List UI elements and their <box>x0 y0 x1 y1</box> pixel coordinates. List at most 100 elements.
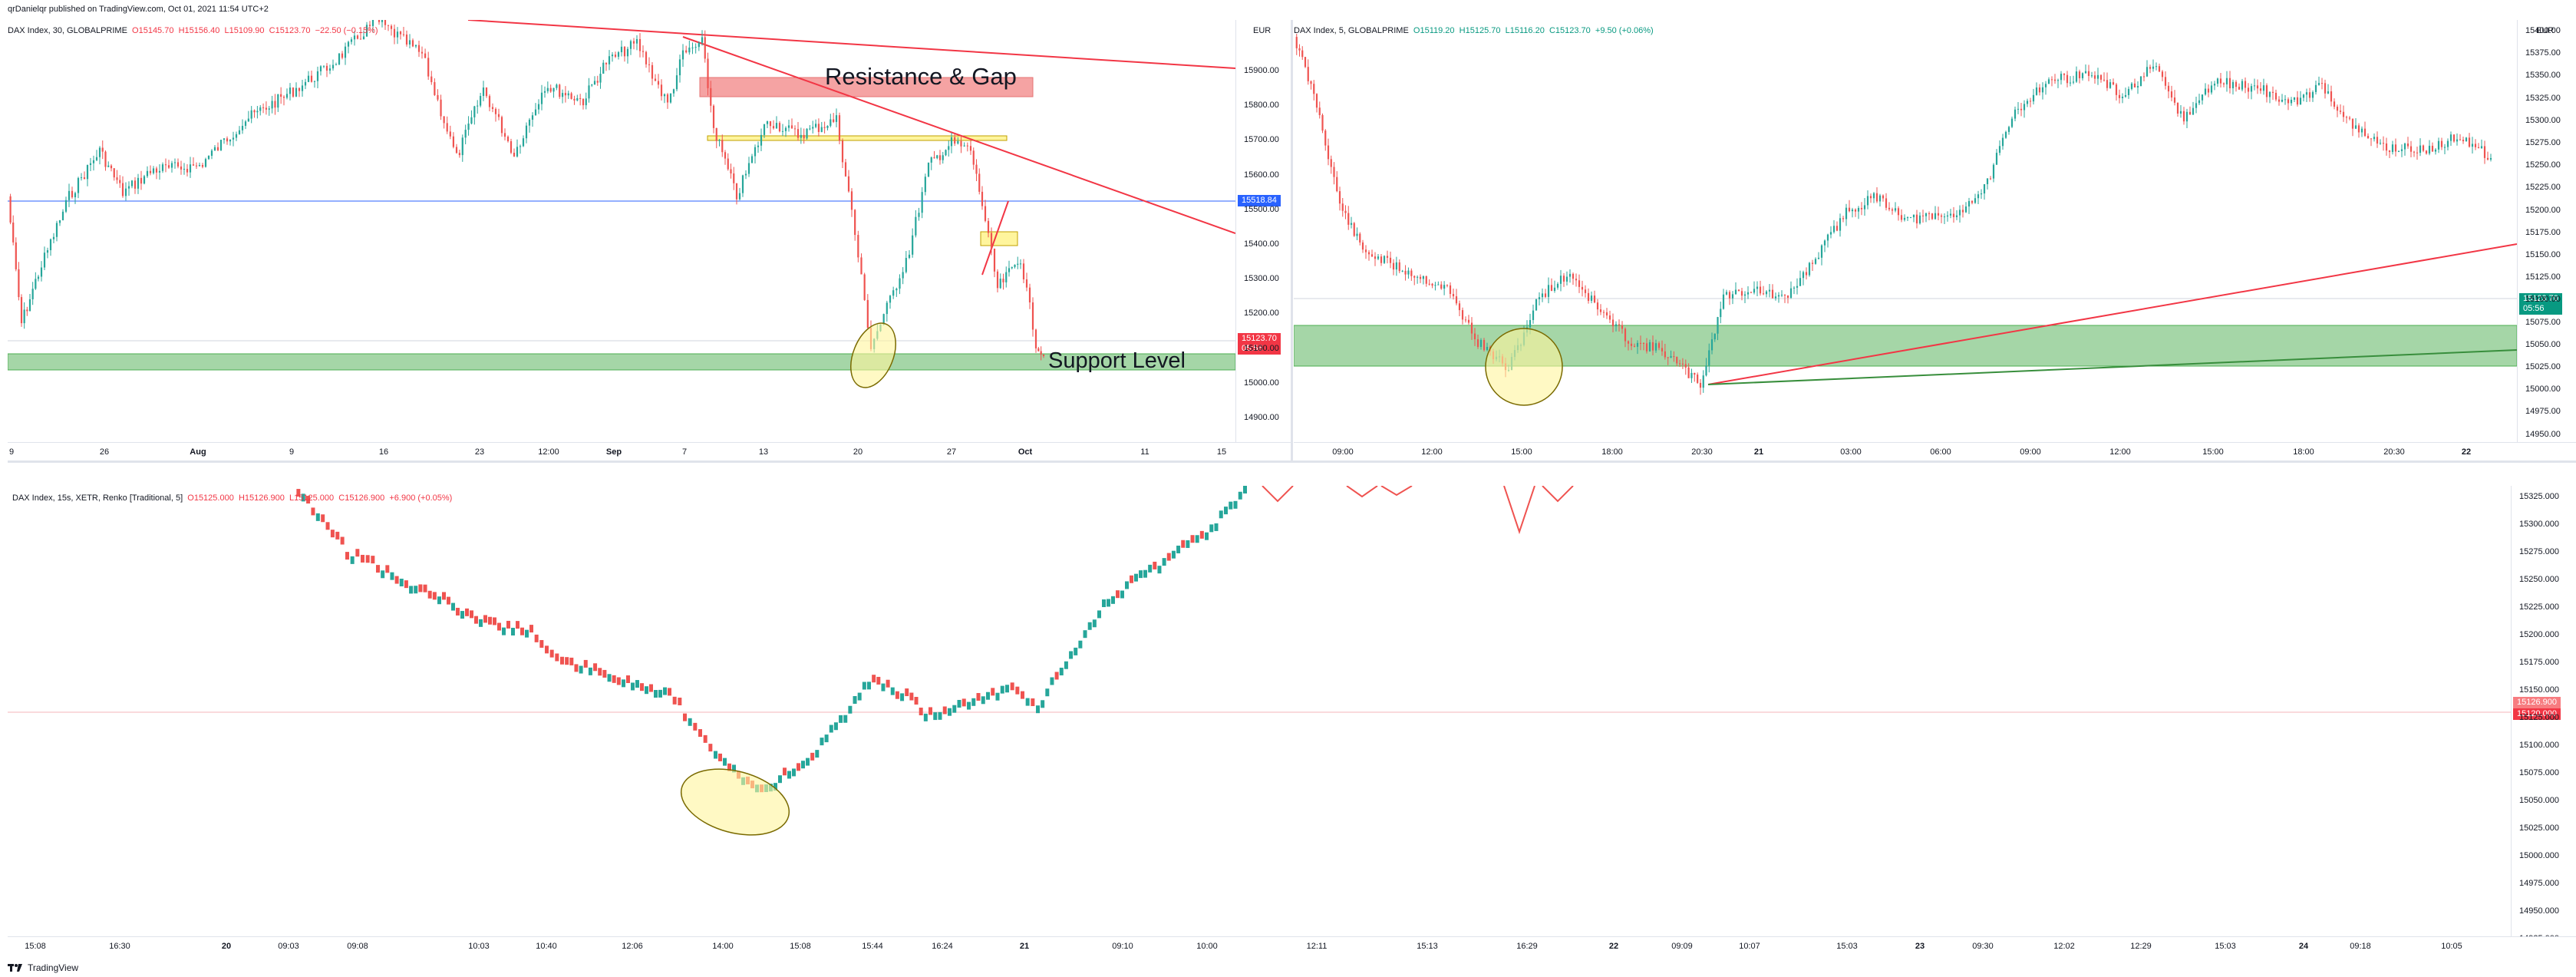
pane3-price-axis[interactable]: 15126.900 15120.000 15325.000 15300.000 15… <box>2511 486 2576 943</box>
pane1-time-axis[interactable]: 9 26 Aug 9 16 23 12:00 Sep 7 13 20 27 Oct 11 15 <box>8 442 1291 461</box>
candle-5m <box>2069 82 2072 84</box>
candle-30m <box>31 289 34 299</box>
candle-5m <box>2244 81 2247 88</box>
candle-5m <box>1611 319 1615 327</box>
candle-30m <box>685 50 688 53</box>
pane1-price-axis[interactable]: EUR 15518.84 15123.70 05:56 15900.00 1580… <box>1235 20 1291 457</box>
tradingview-footer[interactable]: TradingView <box>8 962 78 973</box>
candle-5m <box>1875 193 1878 202</box>
pane2-time-axis[interactable]: 09:00 12:00 15:00 18:00 20:30 21 03:00 06:00 09:… <box>1294 442 2576 461</box>
candle-30m <box>651 64 654 79</box>
chart-canvas-30m[interactable] <box>8 20 1235 442</box>
support-test-highlight <box>850 322 896 388</box>
renko-brick <box>698 729 702 738</box>
candle-30m <box>58 219 61 223</box>
candle-30m <box>534 109 537 116</box>
candle-30m <box>912 235 914 255</box>
candle-5m <box>1799 278 1802 286</box>
candle-5m <box>1535 299 1538 311</box>
time-tick: 15 <box>1216 447 1227 457</box>
candle-5m <box>1967 200 1971 207</box>
resistance-gap-zone <box>699 77 1034 97</box>
candle-30m <box>730 169 732 174</box>
candle-30m <box>201 165 204 167</box>
candle-5m <box>1786 295 1789 298</box>
candle-30m <box>681 50 684 60</box>
candle-5m <box>1359 233 1361 243</box>
price-tick: 15325.000 <box>2519 492 2559 501</box>
candle-30m <box>55 223 58 237</box>
candle-5m <box>1476 339 1479 348</box>
candle-30m <box>295 87 298 97</box>
candle-5m <box>1705 365 1707 376</box>
candle-30m <box>797 129 800 138</box>
time-tick: 12:06 <box>622 942 643 951</box>
candle-5m <box>1789 288 1793 298</box>
candle-30m <box>763 124 766 135</box>
candle-5m <box>1746 292 1750 295</box>
candle-5m <box>1550 285 1553 291</box>
candle-30m <box>642 51 645 52</box>
chart-canvas-renko[interactable] <box>8 486 2511 936</box>
price-tick: 14900.00 <box>1244 413 1279 422</box>
pane-separator-vertical[interactable] <box>1291 20 1293 460</box>
candle-5m <box>1866 196 1869 206</box>
price-tick: 15300.00 <box>1244 274 1279 284</box>
chart-pane-renko[interactable]: DAX Index, 15s, XETR, Renko [Traditional… <box>8 486 2511 936</box>
renko-brick <box>311 507 315 516</box>
candle-5m <box>1983 183 1986 194</box>
support-level-label[interactable]: Support Level <box>1048 348 1186 373</box>
candle-5m <box>1897 208 1900 216</box>
price-tick: 15000.00 <box>2525 385 2561 394</box>
pane2-low: L15116.20 <box>1505 26 1545 35</box>
renko-brick <box>714 751 717 759</box>
candle-5m <box>1731 294 1734 299</box>
candle-30m <box>540 92 543 104</box>
candle-5m <box>2026 101 2029 104</box>
candle-5m <box>2235 81 2238 87</box>
candle-30m <box>80 177 83 179</box>
candle-5m <box>1753 289 1756 293</box>
candle-5m <box>2213 84 2216 86</box>
renko-brick <box>727 763 731 771</box>
chart-pane-30m[interactable]: DAX Index, 30, GLOBALPRIME O15145.70 H15… <box>8 20 1235 442</box>
candle-30m <box>427 58 430 77</box>
candle-30m <box>1040 351 1042 355</box>
pane2-legend: DAX Index, 5, GLOBALPRIME O15119.20 H151… <box>1294 26 1654 35</box>
time-tick: 15:08 <box>790 942 811 951</box>
candle-5m <box>1605 312 1608 316</box>
candle-30m <box>95 157 98 160</box>
candle-5m <box>2250 86 2253 92</box>
renko-brick <box>1229 501 1233 510</box>
candle-5m <box>2020 108 2023 111</box>
candle-5m <box>2136 86 2139 87</box>
renko-brick <box>345 552 349 560</box>
resistance-gap-label[interactable]: Resistance & Gap <box>825 63 1017 90</box>
candle-5m <box>1307 67 1309 81</box>
candle-30m <box>830 119 832 126</box>
chart-pane-5m[interactable]: DAX Index, 5, GLOBALPRIME O15119.20 H151… <box>1294 20 2517 442</box>
candle-5m <box>2127 88 2130 95</box>
renko-brick <box>502 627 506 635</box>
candle-30m <box>809 128 811 130</box>
chart-canvas-5m[interactable] <box>1294 20 2517 442</box>
candle-5m <box>1383 256 1386 263</box>
candle-5m <box>2139 76 2142 87</box>
candle-30m <box>271 101 273 109</box>
candle-5m <box>2185 111 2188 122</box>
candle-5m <box>1909 217 1912 219</box>
candle-5m <box>1347 213 1350 225</box>
candle-5m <box>1313 84 1315 94</box>
pane3-time-axis[interactable]: 15:08 16:30 20 09:03 09:08 10:03 10:40 12:06 14:… <box>8 936 2576 956</box>
candle-5m <box>2149 67 2152 69</box>
candle-30m <box>319 66 322 71</box>
candle-30m <box>694 47 697 48</box>
pane2-price-axis[interactable]: EUR 15123.70 05:56 15400.00 15375.00 15350… <box>2517 20 2576 442</box>
renko-brick <box>460 611 464 619</box>
candle-5m <box>1443 285 1446 289</box>
time-tick: 18:00 <box>1601 447 1623 457</box>
time-tick: 09:08 <box>347 942 368 951</box>
price-tick: 15600.00 <box>1244 170 1279 180</box>
pane-separator-horizontal[interactable] <box>8 460 2576 463</box>
candle-5m <box>1989 178 1992 180</box>
